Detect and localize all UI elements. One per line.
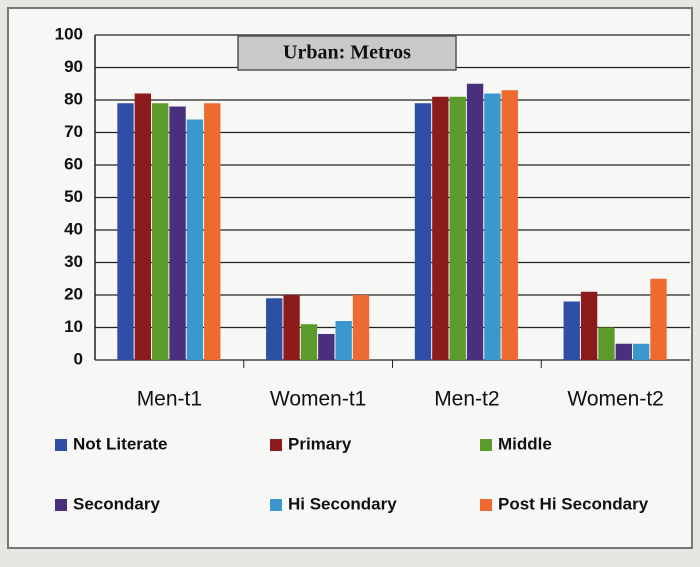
bar — [152, 103, 169, 360]
legend-marker — [480, 439, 492, 451]
y-tick-label: 90 — [64, 57, 83, 76]
legend-label: Secondary — [73, 494, 160, 513]
legend-marker — [270, 439, 282, 451]
x-tick-label: Men-t2 — [434, 388, 499, 411]
y-tick-label: 0 — [74, 349, 83, 368]
y-tick-label: 80 — [64, 89, 83, 108]
bar — [204, 103, 221, 360]
x-tick-label: Women-t2 — [567, 388, 663, 411]
bar — [632, 343, 650, 360]
bar — [134, 93, 152, 360]
chart-title: Urban: Metros — [283, 42, 411, 64]
bar — [466, 83, 484, 360]
bar — [300, 324, 318, 360]
legend-label: Post Hi Secondary — [498, 494, 649, 513]
legend-marker — [55, 499, 67, 511]
y-tick-label: 20 — [64, 284, 83, 303]
bar — [650, 278, 667, 360]
bar — [501, 90, 518, 360]
bar — [318, 334, 335, 360]
bar — [432, 96, 449, 360]
y-tick-label: 10 — [64, 317, 83, 336]
chart-frame — [7, 7, 693, 549]
legend-marker — [480, 499, 492, 511]
bar — [414, 103, 432, 360]
bar — [186, 119, 204, 360]
legend-marker — [55, 439, 67, 451]
bar — [352, 295, 370, 360]
plot-area: 0 10 20 30 40 50 60 70 80 90 100 Men-t1 Women-t1 Men-… — [55, 24, 690, 411]
legend-label: Primary — [288, 434, 352, 453]
y-tick-label: 70 — [64, 122, 83, 141]
y-tick-label: 50 — [64, 187, 83, 206]
y-tick-label: 30 — [64, 252, 83, 271]
legend-label: Hi Secondary — [288, 494, 397, 513]
bar — [615, 343, 632, 360]
bar — [580, 291, 598, 360]
bar — [266, 298, 283, 360]
bar — [283, 295, 300, 360]
title-box — [237, 35, 457, 71]
legend-marker — [270, 499, 282, 511]
x-tick-label: Men-t1 — [137, 388, 202, 411]
bar — [484, 93, 501, 360]
legend-label: Middle — [498, 434, 552, 453]
bar — [563, 301, 580, 360]
x-tick-label: Women-t1 — [270, 388, 366, 411]
y-tick-label: 40 — [64, 219, 83, 238]
bar — [117, 103, 134, 360]
bar — [169, 106, 186, 360]
bar — [335, 321, 352, 360]
bar — [598, 327, 615, 360]
y-tick-label: 60 — [64, 154, 83, 173]
legend-label: Not Literate — [73, 434, 167, 453]
y-tick-label: 100 — [55, 24, 83, 43]
bar — [449, 96, 466, 360]
